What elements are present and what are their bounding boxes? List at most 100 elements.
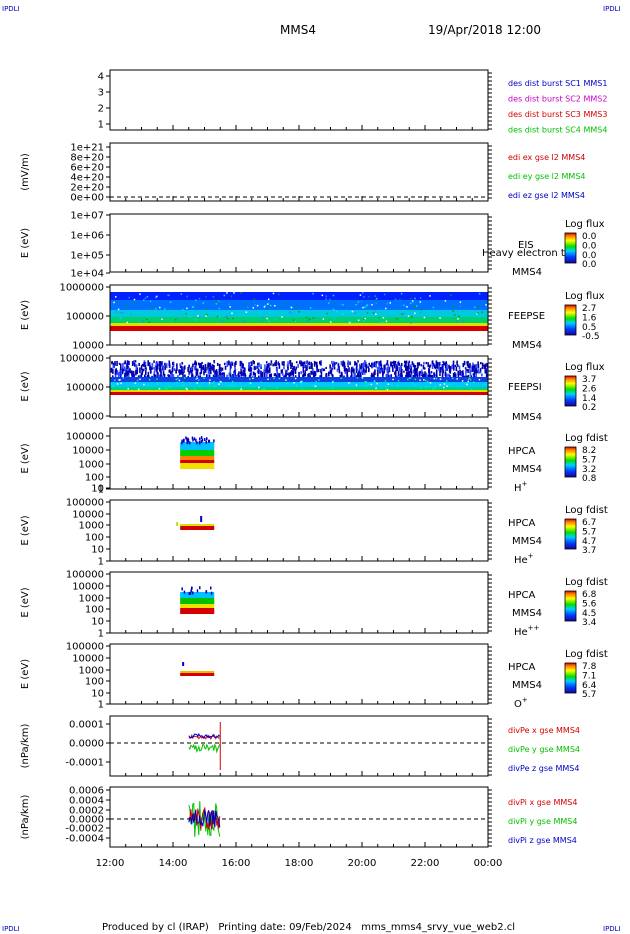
- feepsi-sparse-pixel: [201, 366, 204, 370]
- feepsi-sparse-pixel: [368, 362, 371, 366]
- feepse-speckle: [133, 301, 136, 304]
- species-label: O+: [514, 696, 528, 710]
- feepsi-sparse-pixel: [369, 364, 372, 368]
- panel-divpe: 0.0001 0.0000 -0.0001 (nPa/km) divPe x gse M…: [20, 715, 580, 777]
- feepsi-speckle: [169, 386, 172, 389]
- y-tick-label: 1: [98, 485, 104, 496]
- feepse-speckle: [244, 303, 246, 305]
- feepsi-sparse-pixel: [315, 361, 317, 365]
- hpca-h-sparse-pixel: [208, 439, 211, 443]
- feepsi-sparse-pixel: [264, 364, 266, 371]
- hpca-h-sparse-pixel: [181, 439, 183, 443]
- feepsi-speckle: [384, 380, 387, 382]
- feepsi-sparse-pixel: [384, 364, 386, 370]
- y-tick-label: 100000: [66, 312, 104, 323]
- feepsi-speckle: [484, 383, 487, 386]
- y-tick-label: 10000: [72, 654, 104, 665]
- feepsi-sparse-pixel: [228, 372, 231, 377]
- feepsi-sparse-pixel: [119, 363, 122, 370]
- feepsi-sparse-pixel: [390, 362, 392, 367]
- legend-entry: edi ez gse l2 MMS4: [508, 191, 585, 200]
- y-tick-label: 1: [98, 120, 104, 131]
- feepse-speckle: [486, 306, 488, 309]
- feepsi-sparse-pixel: [309, 374, 311, 378]
- feepsi-sparse-pixel: [370, 362, 373, 366]
- feepsi-sparse-pixel: [214, 370, 216, 375]
- hpca-hepp-band-green: [180, 598, 215, 604]
- feepsi-speckle: [443, 383, 446, 385]
- feepsi-sparse-pixel: [148, 362, 151, 366]
- feepsi-speckle: [443, 386, 445, 389]
- feepsi-sparse-pixel: [355, 367, 358, 373]
- feepsi-sparse-pixel: [131, 361, 134, 367]
- feepsi-speckle: [110, 382, 112, 385]
- feepse-speckle: [336, 310, 338, 313]
- feepse-speckle: [254, 304, 256, 306]
- feepsi-sparse-pixel: [457, 364, 459, 367]
- feepsi-sparse-pixel: [308, 372, 310, 377]
- feepsi-speckle: [409, 377, 412, 379]
- feepsi-sparse-pixel: [376, 360, 378, 364]
- feepsi-speckle: [294, 377, 297, 380]
- feepse-speckle: [462, 319, 465, 322]
- feepsi-speckle: [208, 384, 211, 386]
- feepsi-sparse-pixel: [331, 367, 333, 371]
- feepsi-sparse-pixel: [408, 360, 411, 364]
- feepse-speckle: [142, 320, 145, 322]
- feepsi-sparse-pixel: [297, 363, 299, 368]
- feepsi-sparse-pixel: [425, 372, 428, 379]
- y-tick-label: 0.0000: [69, 739, 104, 750]
- feepsi-sparse-pixel: [123, 361, 126, 365]
- feepsi-sparse-pixel: [276, 368, 278, 374]
- spacecraft-label: MMS4: [512, 267, 542, 278]
- colorbar-tick-label: -0.5: [582, 332, 600, 342]
- feepse-speckle: [181, 309, 184, 311]
- feepsi-sparse-pixel: [191, 373, 194, 379]
- figure-datetime: 19/Apr/2018 12:00: [428, 23, 541, 37]
- y-tick-label: 1e+21: [70, 143, 104, 154]
- feepsi-sparse-pixel: [356, 368, 359, 371]
- feepsi-sparse-pixel: [416, 370, 418, 376]
- feepsi-speckle: [253, 385, 256, 388]
- feepse-speckle: [156, 295, 158, 298]
- feepse-speckle: [481, 311, 483, 313]
- feepsi-sparse-pixel: [368, 368, 370, 373]
- feepsi-sparse-pixel: [200, 362, 202, 366]
- feepsi-sparse-pixel: [362, 367, 365, 371]
- feepsi-speckle: [166, 388, 168, 390]
- feepsi-speckle: [122, 377, 125, 379]
- feepse-speckle: [309, 307, 312, 309]
- hpca-hepp-sparse-pixel: [190, 586, 193, 590]
- feepsi-sparse-pixel: [233, 369, 236, 372]
- feepsi-speckle: [202, 382, 205, 384]
- feepsi-speckle: [423, 379, 425, 381]
- feepse-speckle: [420, 308, 423, 311]
- feepsi-speckle: [365, 384, 368, 387]
- feepsi-sparse-pixel: [112, 364, 115, 369]
- feepsi-sparse-pixel: [127, 370, 130, 375]
- feepsi-sparse-pixel: [442, 369, 444, 373]
- feepsi-sparse-pixel: [382, 368, 385, 372]
- feepsi-sparse-pixel: [303, 361, 306, 365]
- feepsi-sparse-pixel: [258, 370, 261, 373]
- hpca-h-sparse-pixel: [198, 441, 201, 445]
- feepsi-speckle: [448, 383, 451, 386]
- feepse-speckle: [389, 302, 392, 304]
- feepsi-sparse-pixel: [394, 370, 397, 375]
- feepsi-sparse-pixel: [367, 366, 370, 369]
- feepse-speckle: [329, 299, 331, 301]
- feepsi-speckle: [420, 386, 422, 389]
- legend-entry: divPe y gse MMS4: [508, 745, 580, 754]
- feepsi-sparse-pixel: [255, 366, 258, 370]
- feepsi-sparse-pixel: [188, 364, 190, 368]
- feepsi-sparse-pixel: [208, 364, 211, 367]
- x-tick-label: 00:00: [474, 858, 503, 869]
- feepsi-sparse-pixel: [190, 370, 193, 374]
- feepsi-sparse-pixel: [155, 365, 158, 372]
- feepsi-sparse-pixel: [477, 364, 480, 368]
- feepsi-sparse-pixel: [406, 374, 409, 379]
- feepse-speckle: [186, 307, 188, 310]
- feepse-speckle: [229, 306, 231, 308]
- feepsi-sparse-pixel: [291, 362, 293, 368]
